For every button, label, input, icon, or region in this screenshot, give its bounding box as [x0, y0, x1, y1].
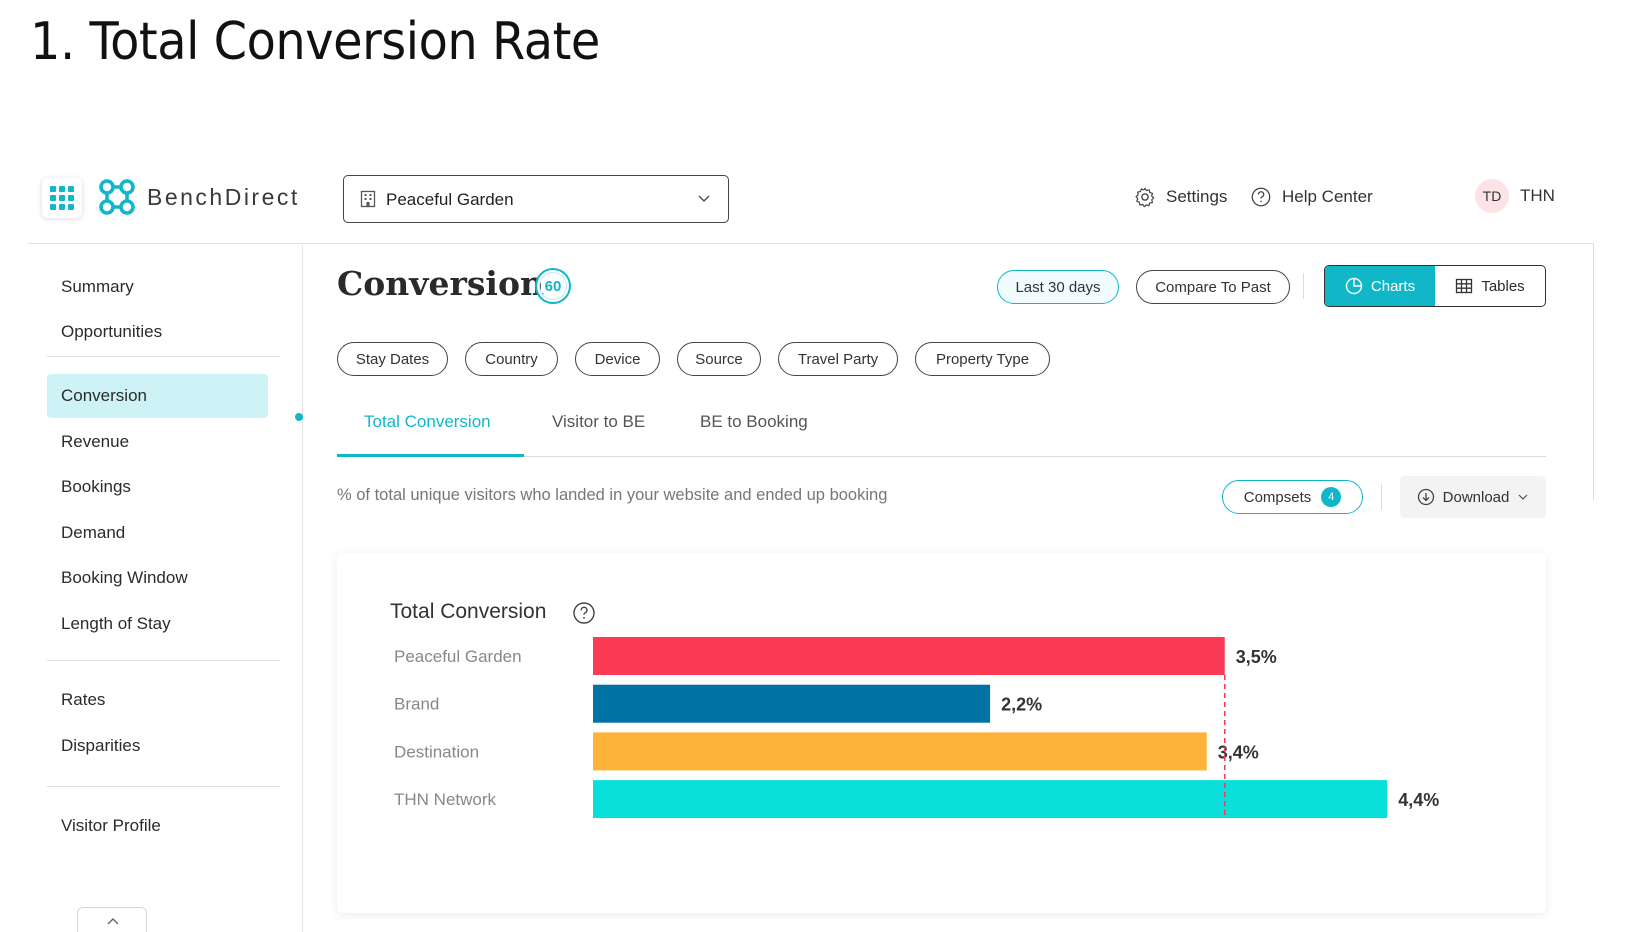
sidebar-item-revenue[interactable]: Revenue	[61, 432, 130, 451]
benchdirect-logo-icon	[99, 179, 135, 215]
compsets-label: Compsets	[1243, 488, 1312, 506]
avatar[interactable]: TD	[1475, 179, 1509, 213]
top-bar: BenchDirect Peaceful Garden Settings Hel…	[28, 160, 1594, 244]
bar-peaceful-garden	[593, 637, 1225, 675]
help-center-label: Help Center	[1282, 187, 1373, 206]
property-select-value: Peaceful Garden	[386, 190, 514, 209]
chart-title: Total Conversion	[390, 600, 547, 623]
filter-country[interactable]: Country	[465, 342, 558, 376]
bar-brand	[593, 684, 991, 723]
active-indicator-dot	[295, 413, 303, 421]
tab-be-to-booking[interactable]: BE to Booking	[700, 412, 808, 431]
username[interactable]: THN	[1520, 186, 1555, 205]
download-button[interactable]: Download	[1400, 476, 1546, 518]
tabs-divider	[337, 456, 1546, 457]
download-icon	[1417, 488, 1434, 506]
sidebar-item-conversion[interactable]: Conversion	[47, 374, 268, 418]
chevron-down-icon	[1518, 494, 1528, 500]
property-select[interactable]: Peaceful Garden	[343, 175, 729, 223]
divider	[1381, 484, 1382, 510]
active-tab-underline	[337, 454, 524, 457]
category-label-peaceful-garden: Peaceful Garden	[394, 647, 522, 666]
divider	[1593, 244, 1594, 500]
sidebar-item-disparities[interactable]: Disparities	[61, 736, 141, 755]
metric-description: % of total unique visitors who landed in…	[337, 486, 888, 504]
table-icon	[1456, 278, 1473, 294]
sidebar-item-summary[interactable]: Summary	[61, 277, 134, 296]
view-toggle: Charts Tables	[1324, 265, 1546, 307]
download-label: Download	[1442, 488, 1510, 506]
data-label-destination: 3,4%	[1218, 742, 1259, 762]
bar-thn-network	[593, 780, 1388, 819]
settings-link[interactable]: Settings	[1134, 186, 1227, 208]
filter-property-type[interactable]: Property Type	[915, 342, 1050, 376]
filter-device[interactable]: Device	[575, 342, 660, 376]
settings-label: Settings	[1166, 187, 1228, 206]
bar-chart: Peaceful Garden 3,5% Brand 2,2% Destination 3…	[394, 637, 1439, 819]
compsets-button[interactable]: Compsets 4	[1222, 480, 1363, 514]
score-badge: 60	[535, 268, 571, 304]
app-name: BenchDirect	[147, 184, 300, 210]
help-center-link[interactable]: Help Center	[1250, 186, 1373, 208]
chart-card: Total Conversion Peaceful Garden 3,5% Bran…	[337, 553, 1546, 913]
gear-icon	[1135, 187, 1155, 208]
category-label-destination: Destination	[394, 742, 479, 761]
filter-travel-party[interactable]: Travel Party	[778, 342, 898, 376]
tab-visitor-to-be[interactable]: Visitor to BE	[552, 412, 646, 431]
data-label-thn-network: 4,4%	[1398, 790, 1439, 810]
sidebar: Summary Opportunities Conversion Revenue…	[28, 245, 303, 932]
chevron-up-icon	[107, 918, 119, 925]
data-label-peaceful-garden: 3,5%	[1236, 647, 1277, 667]
date-range-button[interactable]: Last 30 days	[997, 270, 1119, 304]
charts-view-button[interactable]: Charts	[1325, 266, 1435, 306]
sidebar-item-opportunities[interactable]: Opportunities	[61, 322, 163, 341]
sidebar-item-visitor-profile[interactable]: Visitor Profile	[61, 816, 161, 835]
sidebar-item-demand[interactable]: Demand	[61, 523, 126, 542]
chevron-down-icon	[698, 195, 710, 203]
category-label-thn-network: THN Network	[394, 790, 497, 809]
slide-title: 1. Total Conversion Rate	[30, 12, 600, 72]
sidebar-divider	[47, 786, 280, 787]
tab-total-conversion[interactable]: Total Conversion	[364, 412, 491, 431]
help-circle-icon	[1251, 187, 1271, 207]
tables-view-button[interactable]: Tables	[1435, 266, 1545, 306]
compare-to-past-button[interactable]: Compare To Past	[1136, 270, 1290, 304]
sidebar-item-booking-window[interactable]: Booking Window	[61, 568, 188, 587]
sidebar-item-bookings[interactable]: Bookings	[61, 477, 131, 496]
sidebar-divider	[47, 356, 280, 357]
charts-label: Charts	[1370, 277, 1416, 295]
sidebar-divider	[47, 660, 280, 661]
sidebar-item-length-of-stay[interactable]: Length of Stay	[61, 614, 171, 633]
building-icon	[360, 190, 376, 208]
bar-destination	[593, 732, 1207, 771]
filter-source[interactable]: Source	[677, 342, 761, 376]
sidebar-item-rates[interactable]: Rates	[61, 690, 106, 709]
category-label-brand: Brand	[394, 695, 439, 714]
page-title: Conversion	[337, 264, 544, 303]
filter-stay-dates[interactable]: Stay Dates	[337, 342, 448, 376]
divider	[1303, 273, 1304, 299]
help-circle-icon[interactable]	[572, 601, 596, 625]
tables-label: Tables	[1481, 277, 1525, 295]
data-label-brand: 2,2%	[1001, 695, 1042, 715]
apps-grid-icon[interactable]	[42, 178, 82, 218]
collapse-sidebar-button[interactable]	[77, 907, 147, 932]
pie-chart-icon	[1345, 277, 1363, 295]
compsets-count-badge: 4	[1321, 487, 1342, 507]
